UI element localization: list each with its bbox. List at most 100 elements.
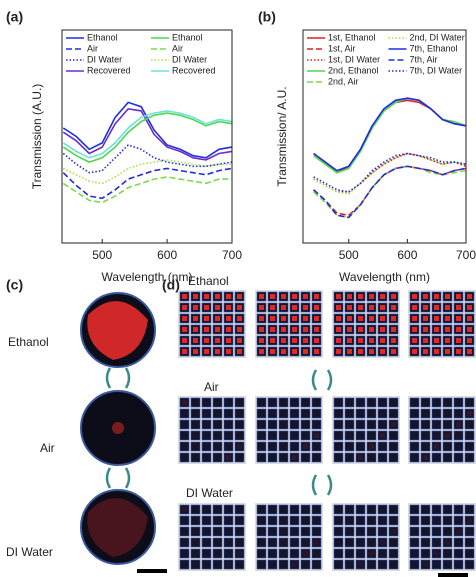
array-pixel-red <box>412 294 417 299</box>
array-pixel <box>289 430 300 441</box>
array-pixel-red <box>314 433 319 438</box>
array-pixel <box>366 419 377 430</box>
array-pixel-red <box>182 305 187 310</box>
array-pixel-red <box>270 349 275 354</box>
array-pixel <box>179 397 190 408</box>
array-pixel-red <box>292 327 297 332</box>
array-pixel <box>234 526 245 537</box>
array-pixel <box>212 397 223 408</box>
series-line <box>313 165 467 217</box>
array-pixel <box>420 419 431 430</box>
array-pixel <box>234 441 245 452</box>
array-pixel-red <box>456 305 461 310</box>
red-pattern <box>87 498 148 557</box>
array-pixel <box>344 504 355 515</box>
array-pixel <box>377 441 388 452</box>
state-label: Ethanol <box>188 274 229 288</box>
array-pixel <box>256 504 267 515</box>
array-pixel-red <box>456 529 461 534</box>
array-pixel-red <box>391 338 396 343</box>
array-pixel-red <box>456 338 461 343</box>
cycle-arrow <box>311 474 333 496</box>
array-pixel <box>223 537 234 548</box>
array-pixel <box>431 452 442 463</box>
array-pixel <box>234 452 245 463</box>
array-pixel <box>442 537 453 548</box>
array-pixel <box>366 441 377 452</box>
array-pixel-red <box>204 316 209 321</box>
legend-label: 1st, Ethanol <box>328 32 376 42</box>
array-pixel <box>409 537 420 548</box>
array-pixel <box>355 397 366 408</box>
array-pixel <box>442 441 453 452</box>
array-pixel <box>388 397 399 408</box>
array-pixel <box>179 419 190 430</box>
array-pixel <box>256 397 267 408</box>
array-pixel-red <box>369 327 374 332</box>
array-pixel <box>311 397 322 408</box>
array-pixel <box>300 397 311 408</box>
array-pixel <box>190 537 201 548</box>
array-pixel-red <box>434 316 439 321</box>
sample-image <box>80 489 156 565</box>
array-pixel <box>431 537 442 548</box>
x-tick-label: 500 <box>339 248 359 262</box>
array-pixel-red <box>336 327 341 332</box>
array-pixel <box>464 419 475 430</box>
array-pixel-red <box>456 349 461 354</box>
array-pixel <box>453 504 464 515</box>
array-pixel <box>355 430 366 441</box>
array-pixel <box>344 537 355 548</box>
array-pixel <box>256 419 267 430</box>
array-pixel <box>366 408 377 419</box>
array-pixel <box>190 441 201 452</box>
array-pixel-red <box>380 349 385 354</box>
array-pixel <box>289 537 300 548</box>
array-pixel-red <box>226 294 231 299</box>
array-pixel-red <box>391 305 396 310</box>
array-pixel-red <box>292 349 297 354</box>
array-pixel <box>190 559 201 570</box>
array-pixel <box>201 430 212 441</box>
array-pixel <box>234 408 245 419</box>
array-pixel <box>409 419 420 430</box>
array-pixel <box>388 408 399 419</box>
array-pixel <box>355 419 366 430</box>
array-pixel <box>431 515 442 526</box>
series-line <box>62 107 233 161</box>
array-pixel <box>234 537 245 548</box>
array-pixel <box>355 452 366 463</box>
array-pixel <box>377 515 388 526</box>
array-pixel-red <box>445 316 450 321</box>
array-frame <box>178 503 246 571</box>
array-pixel-red <box>434 338 439 343</box>
panel-label: (b) <box>258 9 276 25</box>
plot-frame <box>302 29 467 244</box>
array-pixel <box>420 504 431 515</box>
array-pixel <box>409 526 420 537</box>
array-pixel-red <box>380 316 385 321</box>
array-pixel-red <box>391 529 396 534</box>
array-pixel-red <box>467 305 472 310</box>
array-pixel <box>256 430 267 441</box>
array-pixel-red <box>237 294 242 299</box>
plot-frame <box>61 29 233 244</box>
array-pixel <box>366 504 377 515</box>
array-pixel <box>464 526 475 537</box>
state-label: Air <box>40 441 55 455</box>
array-pixel <box>267 441 278 452</box>
array-pixel-red <box>204 294 209 299</box>
legend-label: Air <box>87 43 98 53</box>
array-pixel-red <box>467 338 472 343</box>
array-pixel <box>366 526 377 537</box>
series-line <box>62 167 233 200</box>
array-pixel-red <box>193 338 198 343</box>
array-pixel-red <box>369 338 374 343</box>
array-pixel <box>190 397 201 408</box>
array-pixel <box>234 430 245 441</box>
array-pixel <box>431 441 442 452</box>
array-pixel-red <box>215 316 220 321</box>
legend-label: 7th, Ethanol <box>410 43 458 53</box>
array-pixel <box>388 559 399 570</box>
array-pixel <box>366 559 377 570</box>
